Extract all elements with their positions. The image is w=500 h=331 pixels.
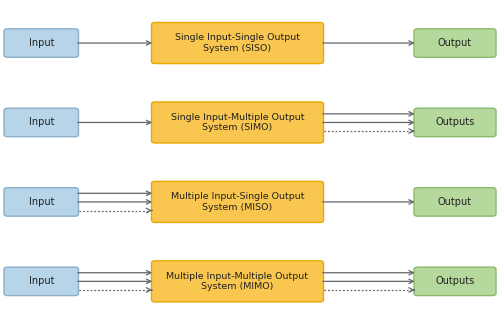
Text: Outputs: Outputs — [436, 118, 474, 127]
FancyBboxPatch shape — [152, 261, 324, 302]
FancyBboxPatch shape — [4, 108, 78, 137]
FancyBboxPatch shape — [414, 267, 496, 296]
FancyBboxPatch shape — [152, 23, 324, 64]
FancyBboxPatch shape — [4, 29, 78, 57]
Text: Input: Input — [28, 276, 54, 286]
Text: Single Input-Single Output
System (SISO): Single Input-Single Output System (SISO) — [175, 33, 300, 53]
Text: Multiple Input-Multiple Output
System (MIMO): Multiple Input-Multiple Output System (M… — [166, 272, 308, 291]
FancyBboxPatch shape — [4, 267, 78, 296]
FancyBboxPatch shape — [414, 29, 496, 57]
Text: Single Input-Multiple Output
System (SIMO): Single Input-Multiple Output System (SIM… — [171, 113, 304, 132]
Text: Input: Input — [28, 38, 54, 48]
FancyBboxPatch shape — [152, 102, 324, 143]
Text: Input: Input — [28, 197, 54, 207]
FancyBboxPatch shape — [4, 188, 78, 216]
Text: Multiple Input-Single Output
System (MISO): Multiple Input-Single Output System (MIS… — [171, 192, 304, 212]
FancyBboxPatch shape — [414, 108, 496, 137]
Text: Output: Output — [438, 197, 472, 207]
FancyBboxPatch shape — [414, 188, 496, 216]
Text: Output: Output — [438, 38, 472, 48]
Text: Outputs: Outputs — [436, 276, 474, 286]
Text: Input: Input — [28, 118, 54, 127]
FancyBboxPatch shape — [152, 181, 324, 222]
